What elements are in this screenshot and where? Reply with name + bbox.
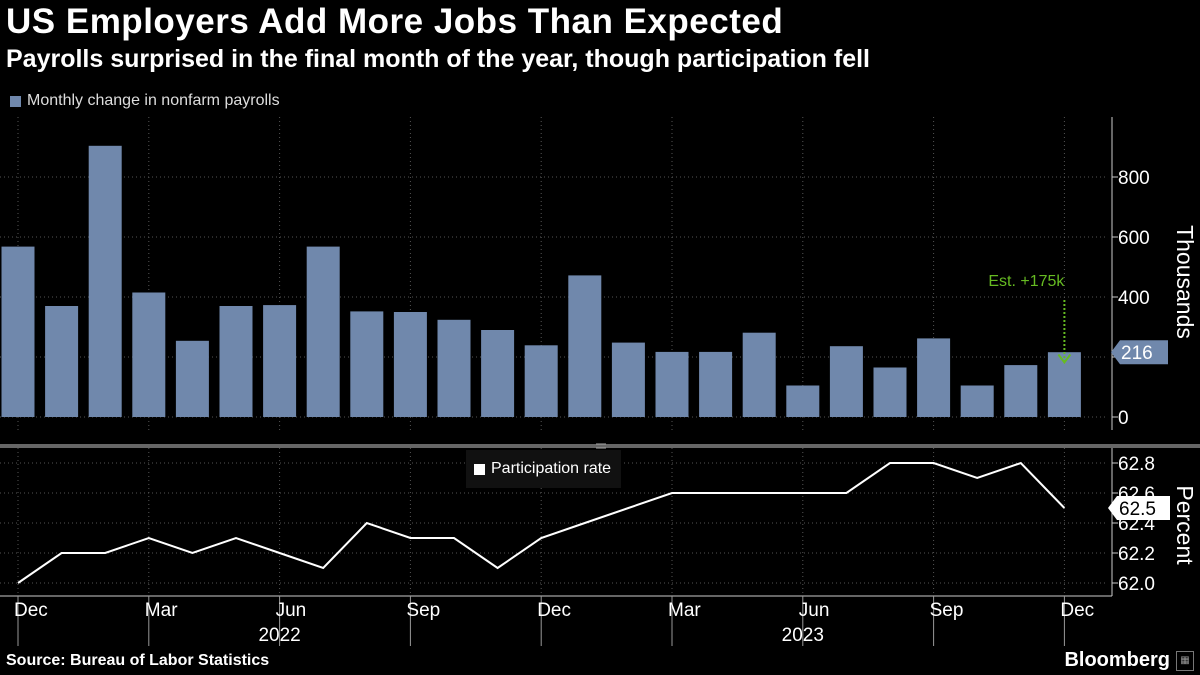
ytick-label-participation-0: 62.0 (1118, 574, 1155, 595)
participation-last-value-label: 62.5 (1119, 499, 1156, 520)
payrolls-axis-title: Thousands (1172, 225, 1198, 339)
ytick-label-participation-4: 62.8 (1118, 454, 1155, 475)
bar-9 (393, 312, 427, 417)
legend-participation: Participation rate (466, 450, 622, 488)
xtick-label-6: Jun (799, 600, 830, 621)
ytick-label-payrolls-2: 400 (1118, 288, 1150, 309)
bar-2 (88, 145, 122, 418)
ytick-label-payrolls-3: 600 (1118, 228, 1150, 249)
bar-22 (960, 385, 994, 417)
bar-14 (611, 342, 645, 417)
bar-16 (699, 351, 733, 417)
legend-payrolls-swatch (10, 95, 21, 107)
legend-participation-label: Participation rate (491, 460, 612, 477)
ytick-label-participation-1: 62.2 (1118, 544, 1155, 565)
brand-logo: Bloomberg (1064, 649, 1170, 671)
ytick-label-payrolls-0: 0 (1118, 408, 1129, 429)
chart-subtitle: Payrolls surprised in the final month of… (6, 45, 871, 73)
ytick-label-payrolls-4: 800 (1118, 168, 1150, 189)
source-note: Source: Bureau of Labor Statistics (6, 652, 270, 669)
legend-payrolls-label: Monthly change in nonfarm payrolls (27, 92, 280, 109)
legend-payrolls: Monthly change in nonfarm payrolls (10, 92, 280, 110)
bar-17 (742, 332, 776, 417)
participation-last-value-tag (1108, 496, 1170, 520)
bloomberg-terminal-icon: ▦ (1176, 651, 1194, 671)
bar-3 (132, 292, 166, 417)
bar-5 (219, 306, 253, 417)
bar-15 (655, 351, 689, 417)
bar-18 (786, 385, 820, 417)
chart-title: US Employers Add More Jobs Than Expected (6, 2, 784, 41)
xtick-label-4: Dec (537, 600, 571, 621)
year-label-2022: 2022 (258, 625, 300, 646)
bar-20 (873, 367, 907, 417)
participation-axis-title: Percent (1172, 485, 1198, 565)
bar-10 (437, 319, 471, 417)
bar-4 (175, 340, 209, 417)
xtick-label-1: Mar (145, 600, 178, 621)
xtick-label-2: Jun (276, 600, 307, 621)
participation-line (17, 461, 1066, 584)
estimate-arrow-head (1057, 353, 1072, 365)
xtick-label-7: Sep (930, 600, 964, 621)
bar-1 (45, 306, 79, 417)
bar-12 (524, 345, 558, 417)
payrolls-last-value-tag (1111, 340, 1168, 365)
estimate-annotation-label: Est. +175k (988, 273, 1065, 290)
bar-19 (829, 346, 863, 417)
xtick-label-0: Dec (14, 600, 48, 621)
xtick-label-8: Dec (1060, 600, 1094, 621)
bar-6 (263, 305, 297, 417)
payrolls-last-value-label: 216 (1121, 343, 1153, 364)
bar-21 (917, 338, 951, 417)
bar-7 (306, 246, 340, 417)
bar-23 (1004, 365, 1038, 417)
bar-11 (481, 330, 515, 417)
legend-participation-swatch (474, 463, 485, 475)
bar-13 (568, 275, 602, 417)
year-label-2023: 2023 (782, 625, 824, 646)
bar-8 (350, 311, 384, 417)
xtick-label-3: Sep (406, 600, 440, 621)
bar-0 (1, 246, 35, 417)
xtick-label-5: Mar (668, 600, 701, 621)
